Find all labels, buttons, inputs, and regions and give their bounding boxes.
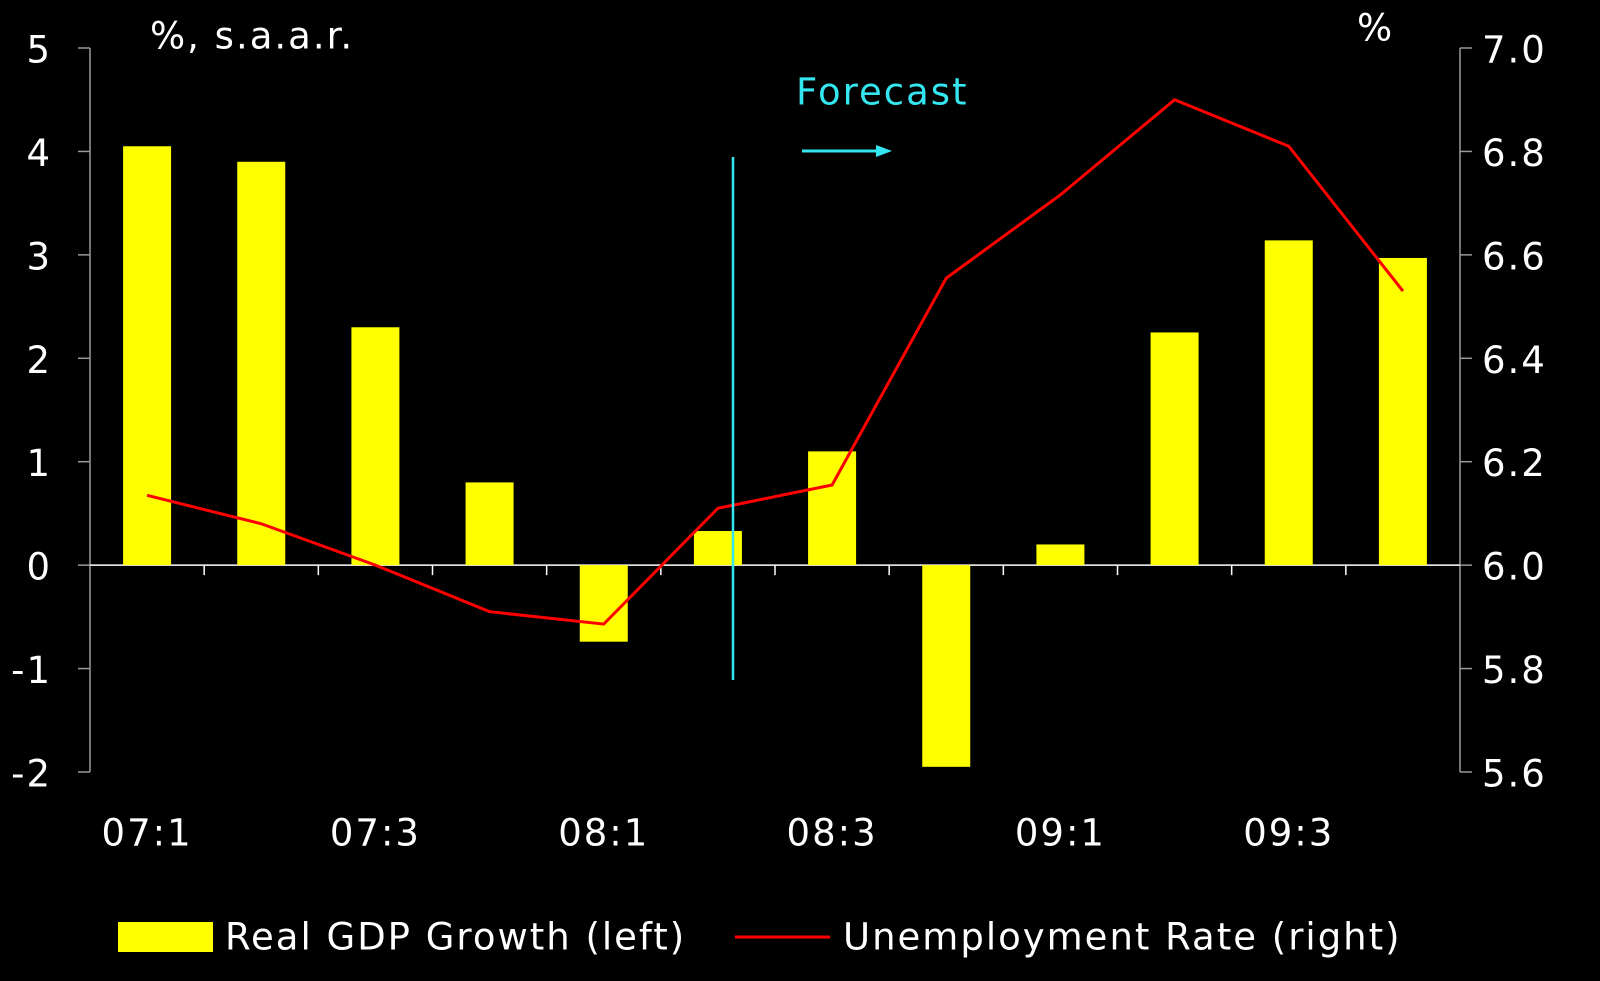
x-tick-label: 08:3 (787, 812, 878, 855)
y2-tick-label: 6.8 (1482, 132, 1547, 175)
y-tick-label: 4 (26, 132, 52, 175)
y-tick-label: 5 (26, 29, 52, 72)
y2-tick-label: 5.6 (1482, 753, 1547, 796)
bar (351, 327, 400, 566)
y2-tick-label: 5.8 (1482, 649, 1547, 692)
y2-tick-label: 6.6 (1482, 235, 1547, 278)
y2-tick-label: 6.0 (1482, 546, 1547, 589)
y2-tick-label: 6.4 (1482, 339, 1547, 382)
y2-tick-label: 6.2 (1482, 442, 1547, 485)
bar (465, 482, 514, 566)
bar (693, 531, 742, 566)
y-tick-label: 2 (26, 339, 52, 382)
bar (237, 161, 286, 566)
line (146, 97, 1405, 626)
legend-label: Unemployment Rate (right) (843, 916, 1402, 959)
y-tick-label: 3 (26, 235, 52, 278)
y-tick-label: 0 (26, 546, 52, 589)
legend-swatch (118, 922, 213, 952)
bar (123, 146, 172, 566)
bar (922, 565, 971, 767)
forecast-label: Forecast (796, 71, 969, 114)
x-tick-label: 07:3 (330, 812, 421, 855)
bar (579, 565, 628, 642)
x-tick-label: 08:1 (558, 812, 649, 855)
bar (1378, 257, 1427, 566)
x-tick-label: 07:1 (102, 812, 193, 855)
forecast-arrowhead (876, 145, 892, 157)
y-tick-label: -1 (11, 649, 52, 692)
bar (1264, 240, 1313, 566)
bar (1036, 544, 1085, 566)
y2-axis-label: % (1357, 7, 1394, 50)
legend-label: Real GDP Growth (left) (225, 916, 686, 959)
y-tick-label: 1 (26, 442, 52, 485)
y-axis-label: %, s.a.a.r. (150, 15, 354, 58)
x-tick-label: 09:1 (1015, 812, 1106, 855)
y2-tick-label: 7.0 (1482, 29, 1547, 72)
bar (808, 451, 857, 566)
bar (1150, 332, 1199, 566)
y-tick-label: -2 (11, 753, 52, 796)
x-tick-label: 09:3 (1243, 812, 1334, 855)
